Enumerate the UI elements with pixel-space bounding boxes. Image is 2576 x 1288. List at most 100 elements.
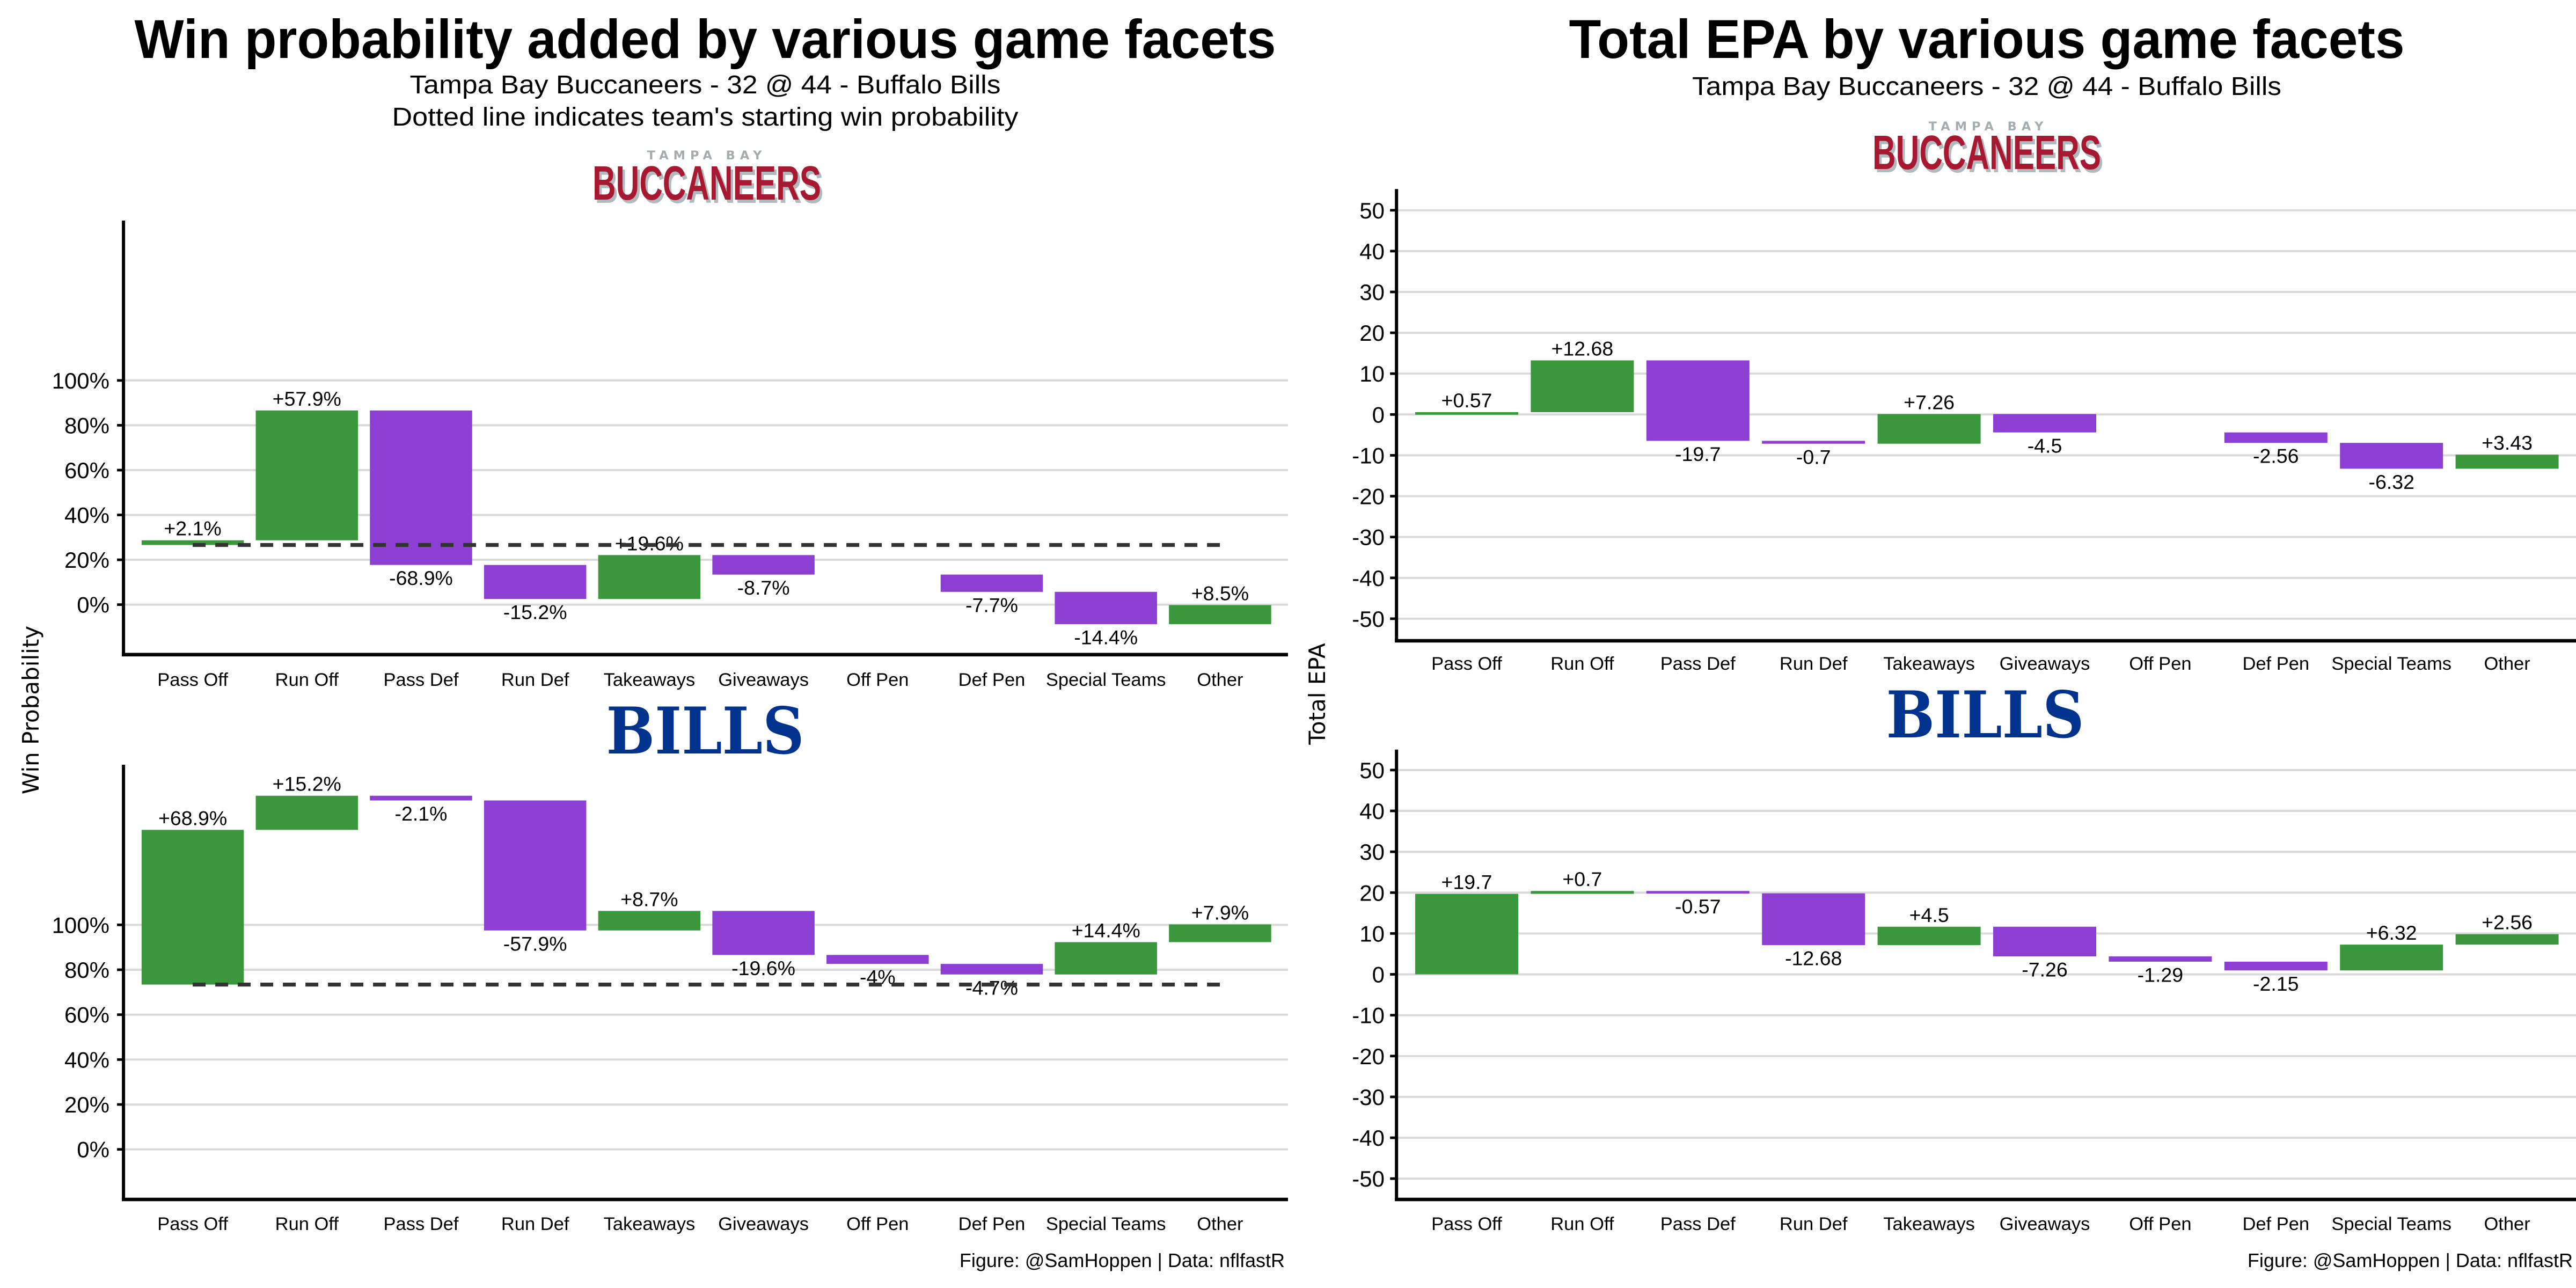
wpa-caption: Figure: @SamHoppen | Data: nflfastR [960, 1249, 1285, 1271]
bar-takeaways [598, 555, 701, 599]
y-tick-label: 40% [64, 1047, 109, 1072]
bar-pass-off [141, 540, 244, 545]
bar-value-label: +7.26 [1904, 391, 1955, 414]
bar-value-label: +12.68 [1552, 337, 1614, 360]
bar-value-label: +3.43 [2482, 431, 2533, 454]
bills-logo: BILLS [606, 693, 804, 769]
y-tick-label: 10 [1359, 921, 1385, 946]
wpa-title: Win probability added by various game fa… [135, 9, 1276, 70]
x-tick-label: Pass Def [384, 1214, 459, 1234]
bills-logo: BILLS [1886, 677, 2084, 753]
y-tick-label: -30 [1352, 1085, 1385, 1110]
bar-value-label: -2.56 [2253, 445, 2299, 467]
wpa-subtitle-note: Dotted line indicates team's starting wi… [392, 103, 1019, 131]
y-tick-label: 20 [1359, 320, 1385, 346]
bar-run-off [255, 795, 358, 830]
bar-value-label: -6.32 [2368, 471, 2414, 493]
bar-value-label: +6.32 [2366, 921, 2417, 944]
bar-value-label: -57.9% [503, 932, 567, 955]
bar-run-def [1762, 893, 1865, 946]
y-tick-label: -20 [1352, 484, 1385, 509]
bar-run-off [1531, 891, 1634, 894]
bar-value-label: +19.7 [1441, 871, 1492, 894]
y-tick-label: 0 [1372, 962, 1385, 987]
bucs-wpa-chart: 0% 20% 40% 60% 80% 100% Pass Off +2.1% Run Off +5… [52, 221, 1288, 690]
x-tick-label: Run Def [1780, 1214, 1848, 1234]
y-tick-label: 30 [1359, 280, 1385, 305]
x-tick-label: Pass Off [157, 1214, 228, 1234]
bar-giveaways [1993, 926, 2096, 957]
y-tick-label: -30 [1352, 525, 1385, 550]
bar-off-pen [2109, 956, 2212, 962]
x-tick-label: Run Def [501, 1214, 569, 1234]
bar-pass-def [370, 410, 472, 565]
y-tick-label: 100% [52, 368, 109, 393]
bar-pass-def [370, 795, 472, 801]
y-tick-label: -10 [1352, 443, 1385, 468]
x-tick-label: Run Def [1780, 654, 1848, 674]
bar-giveaways [712, 911, 815, 955]
x-tick-label: Other [2484, 654, 2530, 674]
y-tick-label: 0 [1372, 402, 1385, 427]
epa-title: Total EPA by various game facets [1569, 9, 2405, 70]
bar-takeaways [1877, 414, 1981, 444]
bar-giveaways [712, 555, 815, 575]
x-tick-label: Pass Def [1660, 654, 1736, 674]
x-tick-label: Special Teams [2331, 654, 2451, 674]
charts: 0%20%40%60%80%100%Pass Off+2.1%Run Off+5… [52, 189, 2576, 1234]
bar-value-label: -19.7 [1675, 443, 1721, 465]
x-tick-label: Run Off [275, 670, 339, 690]
y-tick-label: -50 [1352, 606, 1385, 632]
y-tick-label: 100% [52, 912, 109, 938]
bar-value-label: +2.1% [164, 517, 221, 540]
bar-special-teams [2340, 945, 2443, 971]
bar-pass-off [141, 830, 244, 985]
x-tick-label: Off Pen [2129, 1214, 2191, 1234]
buccaneers-logo-top: TAMPA BAY [647, 149, 767, 163]
bar-value-label: +57.9% [273, 387, 341, 410]
bar-value-label: -15.2% [503, 601, 567, 624]
x-tick-label: Pass Off [157, 670, 228, 690]
bar-def-pen [940, 574, 1043, 592]
y-tick-label: 50 [1359, 198, 1385, 223]
bar-pass-def [1646, 891, 1750, 894]
bar-other [2455, 455, 2559, 469]
x-tick-label: Off Pen [2129, 654, 2191, 674]
bar-value-label: +0.57 [1441, 389, 1492, 412]
bills-epa-chart: -50 -40 -30 -20 -10 0 10 20 30 40 50 Pass Off +19.7 R… [1352, 749, 2576, 1234]
bar-run-off [1531, 360, 1634, 413]
x-tick-label: Takeaways [604, 1214, 696, 1234]
bar-takeaways [1877, 926, 1981, 946]
bills-logo-wordmark: BILLS [1886, 677, 2084, 753]
y-tick-label: -40 [1352, 1125, 1385, 1151]
bar-value-label: +2.56 [2482, 911, 2533, 934]
bar-value-label: +8.5% [1191, 582, 1249, 604]
buccaneers-logo-shadow: BUCCANEERS [1875, 129, 2104, 183]
y-tick-label: -40 [1352, 566, 1385, 591]
buccaneers-logo-shadow: BUCCANEERS [595, 160, 824, 214]
y-tick-label: 10 [1359, 361, 1385, 386]
x-tick-label: Giveaways [718, 1214, 809, 1234]
x-tick-label: Other [1197, 1214, 1243, 1234]
bar-run-def [484, 800, 587, 931]
y-tick-label: -10 [1352, 1003, 1385, 1028]
y-tick-label: 50 [1359, 758, 1385, 783]
y-tick-label: 60% [64, 458, 109, 483]
y-tick-label: 40 [1359, 799, 1385, 824]
x-tick-label: Def Pen [958, 1214, 1026, 1234]
y-tick-label: 20% [64, 547, 109, 573]
bar-value-label: +8.7% [620, 888, 678, 910]
x-tick-label: Other [1197, 670, 1243, 690]
x-tick-label: Takeaways [604, 670, 696, 690]
y-tick-label: 40% [64, 503, 109, 528]
wpa-subtitle: Tampa Bay Buccaneers - 32 @ 44 - Buffalo… [410, 71, 1001, 99]
bar-value-label: -2.15 [2253, 972, 2299, 995]
bar-other [1169, 924, 1271, 942]
y-tick-label: 0% [77, 1137, 109, 1162]
bar-value-label: -4.7% [965, 976, 1018, 999]
bar-value-label: -68.9% [389, 567, 453, 589]
bar-value-label: +4.5 [1909, 904, 1949, 926]
bucs-epa-chart: -50 -40 -30 -20 -10 0 10 20 30 40 50 Pass Off +0.57 R… [1352, 189, 2576, 674]
